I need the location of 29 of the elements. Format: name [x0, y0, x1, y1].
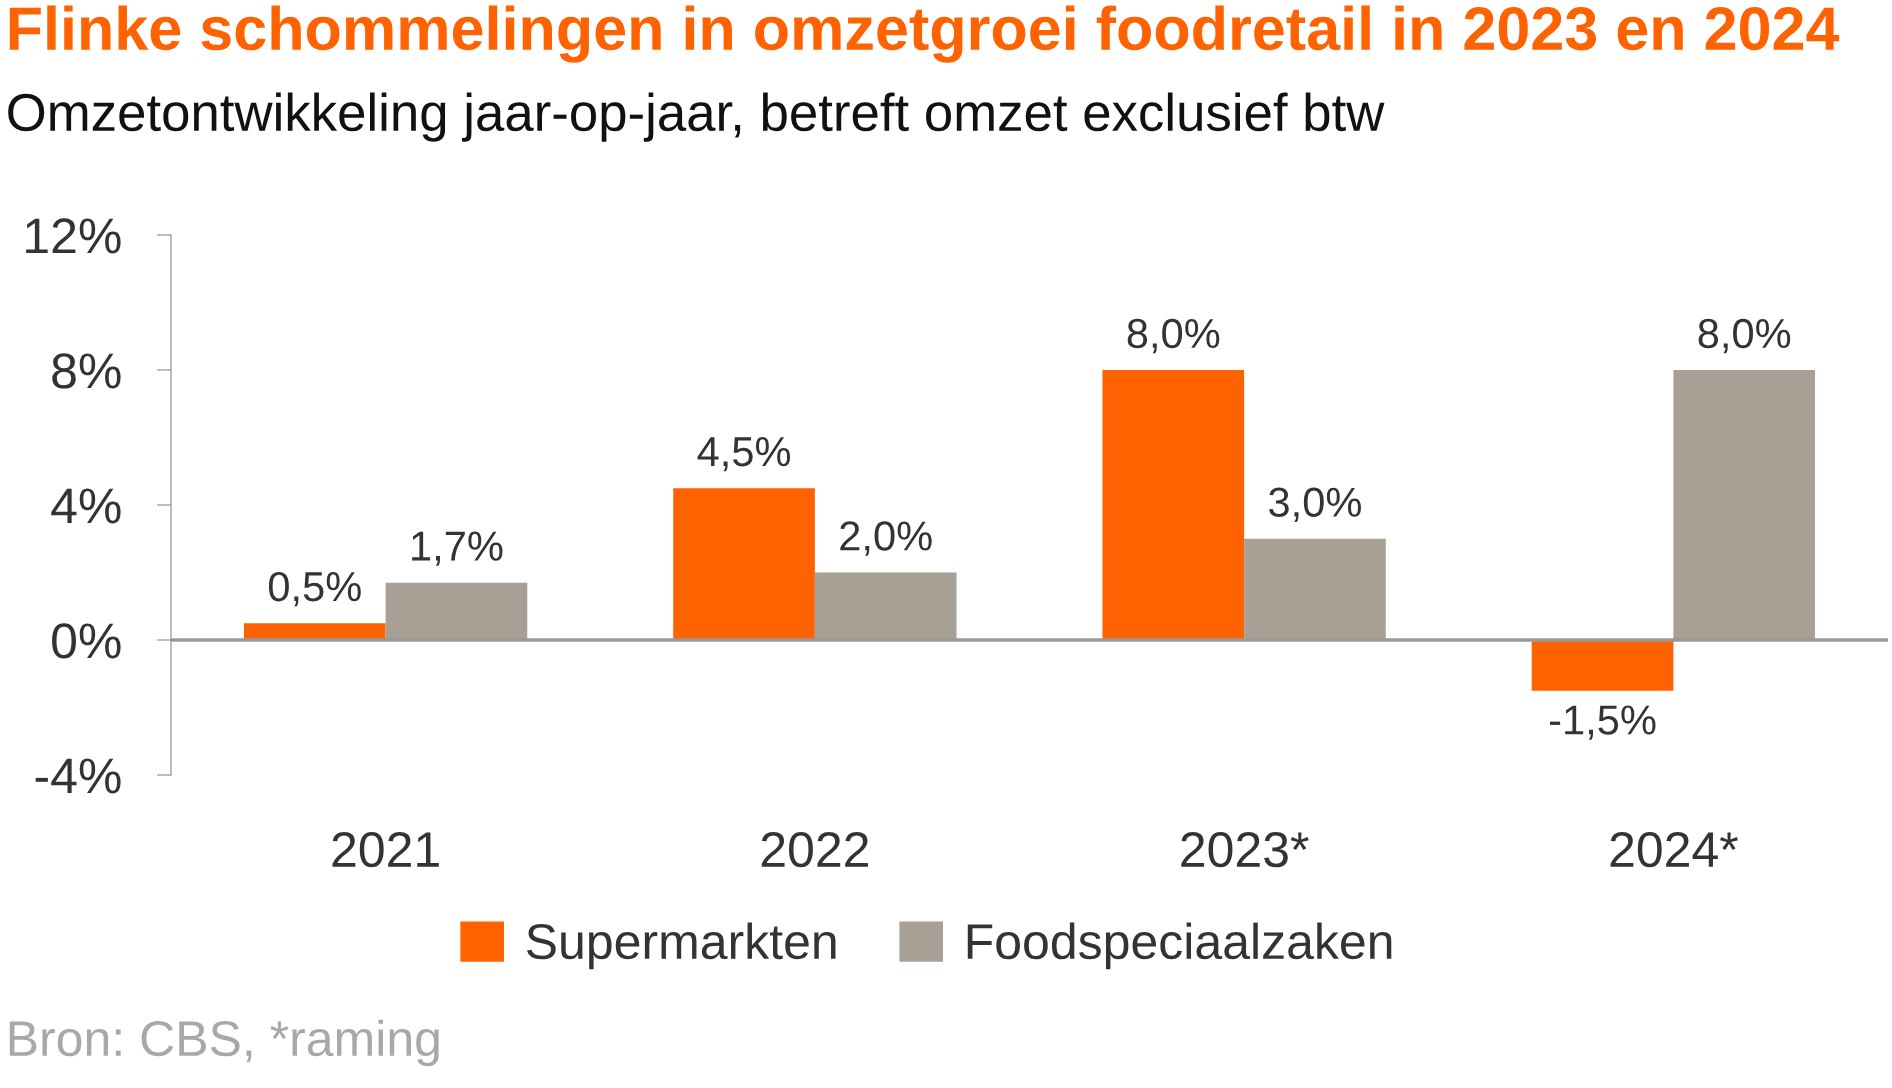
data-label: 1,7% — [412, 531, 503, 566]
y-tick-label: 12% — [26, 218, 121, 254]
data-label: 2,0% — [840, 521, 932, 556]
x-tick-label: 2022 — [761, 831, 868, 868]
bar — [1531, 640, 1674, 691]
y-tick-label: 8% — [52, 353, 121, 389]
data-label: 8,0% — [1127, 318, 1220, 354]
bar — [814, 572, 957, 640]
data-label: 8,0% — [1698, 318, 1791, 354]
x-tick-label: 2021 — [332, 831, 439, 868]
text: Bron: CBS, *raming — [9, 1019, 439, 1067]
data-label: 3,0% — [1269, 487, 1361, 522]
chart-subtitle: Omzetontwikkeling jaar-op-jaar, betreft omzet exclusief btw — [8, 92, 1385, 142]
bar — [1673, 370, 1816, 640]
x-tick-label: 2023* — [1181, 831, 1309, 868]
chart-title: Flinke schommelingen in omzetgroei foodretail in 2023 en 2024 — [9, 5, 1840, 63]
bar — [1102, 370, 1245, 640]
bar — [673, 488, 815, 640]
x-tick-label: 2024* — [1610, 831, 1738, 868]
y-tick-label: 4% — [51, 488, 121, 524]
bar — [385, 582, 528, 640]
bar — [1244, 538, 1386, 640]
data-label: 0,5% — [268, 571, 361, 607]
y-tick-label: 0% — [52, 623, 121, 659]
y-tick-label: -4% — [35, 758, 121, 794]
legend-label: Foodspeciaalzaken — [967, 922, 1392, 970]
legend-label: Supermarkten — [526, 922, 836, 970]
data-label: -1,5% — [1549, 705, 1656, 740]
data-label: 4,5% — [697, 437, 791, 472]
